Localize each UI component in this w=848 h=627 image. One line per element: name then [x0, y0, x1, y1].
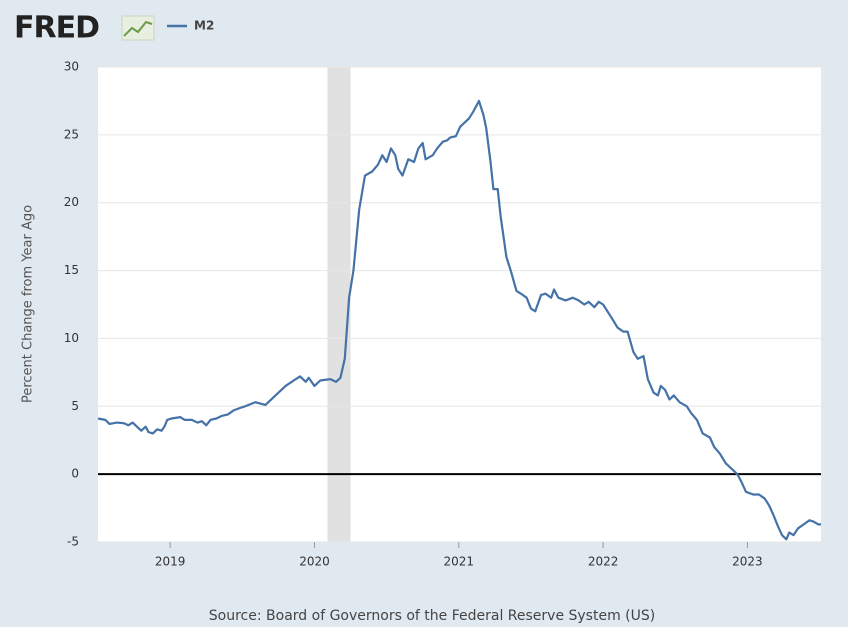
y-tick-label: 25 — [64, 127, 79, 141]
logo: FRED — [14, 11, 99, 46]
x-tick-label: 2019 — [155, 555, 186, 569]
y-tick-label: 10 — [64, 331, 79, 345]
x-tick-label: 2022 — [588, 555, 619, 569]
logo-icon — [121, 15, 155, 41]
series-line — [97, 99, 821, 541]
x-tick-label: 2021 — [444, 555, 475, 569]
y-tick-label: 20 — [64, 195, 79, 209]
x-tick-label: 2023 — [732, 555, 763, 569]
source: Source: Board of Governors of the Federa… — [209, 608, 655, 624]
y-tick-label: 5 — [71, 399, 79, 413]
y-tick-label: -5 — [67, 535, 79, 549]
y-tick-label: 15 — [64, 263, 79, 277]
x-tick-label: 2020 — [299, 555, 330, 569]
y-tick-label: 30 — [64, 60, 79, 74]
y-axis-label: Percent Change from Year Ago — [21, 205, 36, 403]
recession-shade — [327, 67, 351, 542]
legend-label: M2 — [194, 19, 214, 33]
plot-area — [98, 67, 821, 542]
y-tick-label: 0 — [71, 467, 79, 481]
